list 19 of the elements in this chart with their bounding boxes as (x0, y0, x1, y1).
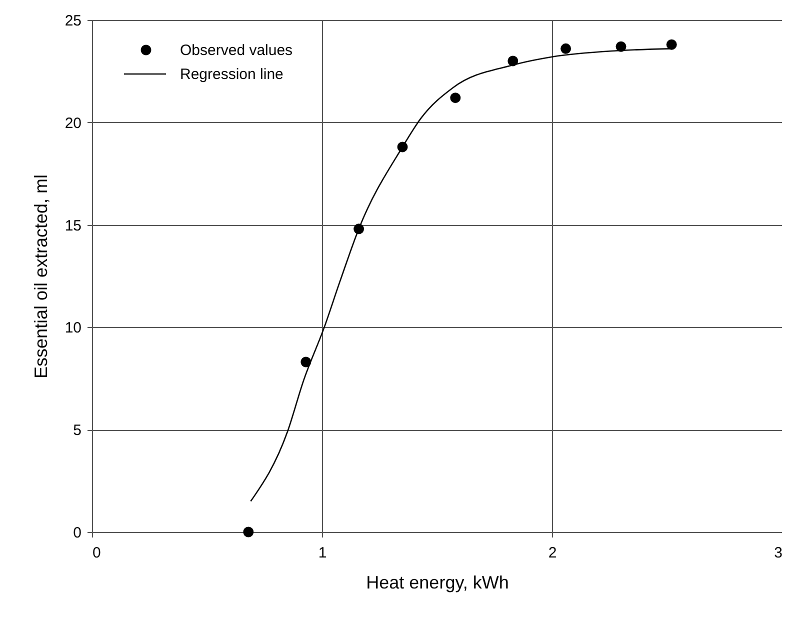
point (450, 92, 461, 104)
x-tick-label: 2 (548, 544, 557, 562)
x-tick-label: 1 (318, 544, 327, 562)
point (300, 356, 312, 368)
x-tick-label: 3 (774, 544, 782, 562)
legend-label: Observed values (180, 42, 293, 59)
y-axis-title: Essential oil extracted, ml (30, 174, 51, 379)
y-tick-label: 15 (64, 217, 82, 234)
point (666, 39, 677, 50)
point (560, 43, 572, 54)
x-axis-title: Heat energy, kWh (366, 572, 509, 592)
y-tick-label: 20 (64, 114, 82, 132)
y-tick-label: 5 (73, 422, 82, 440)
point (243, 526, 254, 538)
legend-label: Regression line (180, 66, 284, 83)
x-tick-label: 0 (92, 544, 101, 562)
y-tick-label: 0 (73, 524, 82, 542)
y-tick-label: 25 (64, 12, 82, 30)
y-tick-label: 10 (64, 320, 82, 337)
